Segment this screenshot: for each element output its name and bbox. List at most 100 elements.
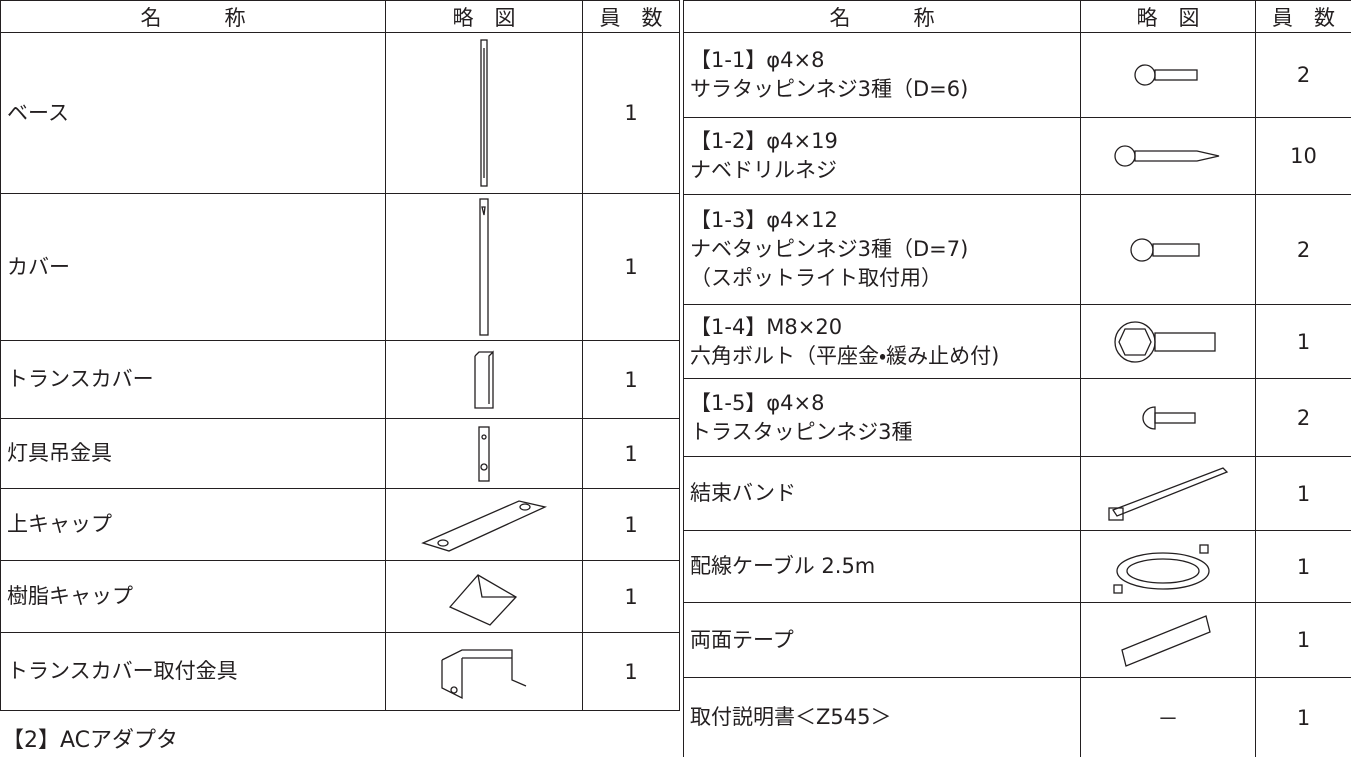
header-cell: 員 数 xyxy=(1255,0,1351,33)
quantity: 1 xyxy=(582,632,680,711)
parts-table-left: 名 称 略 図 員 数 ベース 1 カバー 1 トランスカバー 1 灯具吊金具 1 上キャップ 1… xyxy=(0,0,680,711)
part-sketch xyxy=(1134,64,1198,86)
header-cell: 略 図 xyxy=(1080,0,1256,33)
table-row: 結束バンド 1 xyxy=(683,456,1351,531)
header-cell: 員 数 xyxy=(582,0,680,33)
sketch xyxy=(385,632,583,711)
part-sketch xyxy=(421,499,548,552)
name-line: 両面テープ xyxy=(690,627,794,652)
table-row: ベース 1 xyxy=(0,32,680,194)
sketch xyxy=(385,32,583,194)
name-line: サラタッピンネジ3種（D=6) xyxy=(690,77,969,101)
sketch-text: － xyxy=(1157,706,1179,731)
part-sketch xyxy=(1130,237,1200,262)
sketch xyxy=(1080,194,1256,305)
name-line: 六角ボルト（平座金・緩み止め付) xyxy=(690,343,1000,368)
sketch: － xyxy=(1080,677,1256,757)
quantity: 1 xyxy=(582,418,680,489)
quantity: 2 xyxy=(1255,194,1351,305)
table-row: 【1-1】φ4×8 サラタッピンネジ3種（D=6) 2 xyxy=(683,32,1351,118)
sketch xyxy=(1080,304,1256,379)
part-sketch xyxy=(448,573,518,626)
section-note: 【2】ACアダプタ xyxy=(2,728,179,753)
table-row: 取付説明書＜Z545＞ － 1 xyxy=(683,677,1351,757)
sketch xyxy=(385,193,583,341)
sketch xyxy=(385,488,583,561)
part-name: 【1-3】φ4×12 ナベタッピンネジ3種（D=7) （スポットライト取付用） xyxy=(683,194,1081,305)
part-sketch xyxy=(479,198,489,336)
header-cell: 名 称 xyxy=(0,0,386,33)
quantity: 2 xyxy=(1255,32,1351,118)
quantity: 1 xyxy=(1255,530,1351,603)
part-name: ベース xyxy=(0,32,386,194)
part-name: 配線ケーブル 2.5m xyxy=(683,530,1081,603)
table-row: 両面テープ 1 xyxy=(683,602,1351,678)
part-sketch xyxy=(474,349,494,409)
table-row: トランスカバー取付金具 1 xyxy=(0,632,680,711)
name-line: 【1-4】M8×20 xyxy=(690,314,843,339)
quantity: 1 xyxy=(582,560,680,633)
header-cell: 略 図 xyxy=(385,0,583,33)
quantity: 1 xyxy=(582,32,680,194)
part-name: トランスカバー xyxy=(0,340,386,419)
name-line: 配線ケーブル 2.5m xyxy=(690,554,876,578)
part-sketch xyxy=(1108,466,1229,521)
part-sketch xyxy=(1114,320,1216,363)
part-name: 【1-4】M8×20 六角ボルト（平座金・緩み止め付) xyxy=(683,304,1081,379)
quantity: 1 xyxy=(582,193,680,341)
name-line: ナベドリルネジ xyxy=(690,158,837,182)
part-name: カバー xyxy=(0,193,386,341)
quantity: 1 xyxy=(1255,677,1351,757)
sketch xyxy=(1080,530,1256,603)
part-sketch xyxy=(1142,405,1196,430)
part-sketch xyxy=(480,39,488,187)
table-row: トランスカバー 1 xyxy=(0,340,680,419)
table-row: 【1-4】M8×20 六角ボルト（平座金・緩み止め付) 1 xyxy=(683,304,1351,379)
name-line: 結束バンド xyxy=(690,481,797,505)
part-sketch xyxy=(478,425,490,482)
part-name: トランスカバー取付金具 xyxy=(0,632,386,711)
sketch xyxy=(1080,117,1256,195)
sketch xyxy=(1080,456,1256,531)
header-cell: 名 称 xyxy=(683,0,1081,33)
quantity: 1 xyxy=(1255,602,1351,678)
quantity: 1 xyxy=(1255,456,1351,531)
part-sketch xyxy=(1113,543,1210,594)
table-row: 【1-2】φ4×19 ナベドリルネジ 10 xyxy=(683,117,1351,195)
part-name: 樹脂キャップ xyxy=(0,560,386,633)
name-line: 【1-3】φ4×12 xyxy=(690,208,838,232)
part-sketch xyxy=(1121,615,1211,667)
sketch xyxy=(1080,378,1256,457)
table-row: 上キャップ 1 xyxy=(0,488,680,561)
table-row: 配線ケーブル 2.5m 1 xyxy=(683,530,1351,603)
quantity: 1 xyxy=(582,488,680,561)
part-name: 結束バンド xyxy=(683,456,1081,531)
parts-table-right: 名 称 略 図 員 数 【1-1】φ4×8 サラタッピンネジ3種（D=6) 2 【1-… xyxy=(683,0,1351,757)
sketch xyxy=(1080,32,1256,118)
part-name: 取付説明書＜Z545＞ xyxy=(683,677,1081,757)
part-sketch xyxy=(1114,145,1220,167)
name-line: ナベタッピンネジ3種（D=7) xyxy=(690,237,969,261)
sketch xyxy=(385,560,583,633)
quantity: 2 xyxy=(1255,378,1351,457)
part-name: 【1-5】φ4×8 トラスタッピンネジ3種 xyxy=(683,378,1081,457)
table-row: カバー 1 xyxy=(0,193,680,341)
part-name: 【1-2】φ4×19 ナベドリルネジ xyxy=(683,117,1081,195)
quantity: 1 xyxy=(1255,304,1351,379)
part-name: 上キャップ xyxy=(0,488,386,561)
sketch xyxy=(385,340,583,419)
sketch xyxy=(1080,602,1256,678)
name-line: 取付説明書＜Z545＞ xyxy=(690,705,892,729)
quantity: 1 xyxy=(582,340,680,419)
name-line: 【1-5】φ4×8 xyxy=(690,390,825,415)
quantity: 10 xyxy=(1255,117,1351,195)
table-row: 灯具吊金具 1 xyxy=(0,418,680,489)
part-sketch xyxy=(441,648,527,699)
part-name: 両面テープ xyxy=(683,602,1081,678)
part-name: 灯具吊金具 xyxy=(0,418,386,489)
name-line: 【1-2】φ4×19 xyxy=(690,129,838,153)
name-line: 【1-1】φ4×8 xyxy=(690,48,825,72)
name-line: トラスタッピンネジ3種 xyxy=(690,419,913,444)
